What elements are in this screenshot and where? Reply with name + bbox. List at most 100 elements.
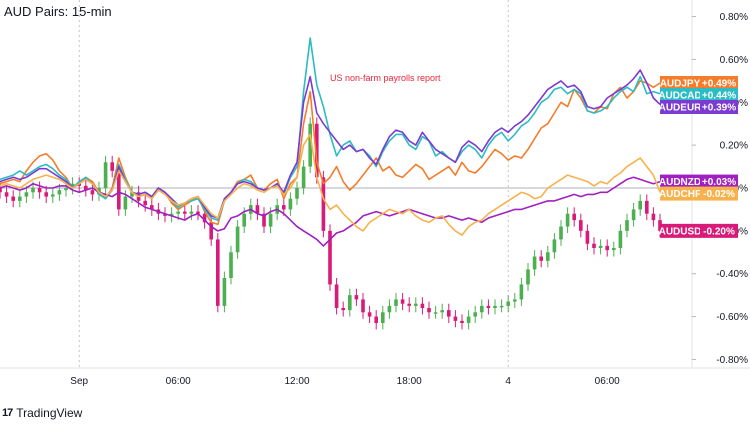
badge-value: -0.02% (703, 189, 735, 200)
candle-body (90, 190, 95, 195)
candle-body (182, 211, 187, 214)
badge-audusd[interactable]: AUDUSD -0.20% (659, 223, 738, 238)
candle-body (486, 305, 491, 308)
candle-body (143, 200, 148, 206)
y-tick-label: 0.20% (720, 141, 748, 152)
badge-value: +0.39% (702, 103, 736, 114)
candles-layer (0, 117, 662, 330)
badge-name-bg (660, 100, 700, 114)
candle-body (374, 316, 379, 323)
candle-body (242, 213, 247, 227)
candle-body (70, 183, 75, 188)
badge-value: -0.20% (703, 226, 735, 237)
badge-audcad[interactable]: AUDCAD +0.44% (658, 88, 738, 102)
y-tick-label: 0.60% (720, 55, 748, 66)
tradingview-footer[interactable]: 17 TradingView (2, 406, 82, 420)
candle-body (83, 185, 88, 191)
badge-audjpy[interactable]: AUDJPY +0.49% (660, 76, 738, 90)
candle-body (565, 213, 570, 227)
candle-body (361, 299, 365, 313)
candle-body (572, 213, 577, 221)
candle-body (532, 256, 537, 270)
x-tick-label: 18:00 (397, 376, 422, 387)
badge-value: +0.03% (702, 177, 736, 188)
candle-body (598, 245, 603, 248)
badge-name-bg (660, 76, 700, 90)
chart-title: AUD Pairs: 15-min (4, 4, 112, 19)
candle-body (644, 200, 649, 214)
candle-body (295, 188, 299, 199)
x-tick-label: 4 (505, 376, 511, 387)
candle-body (334, 284, 339, 308)
candle-body (341, 308, 346, 311)
badge-name: AUDCHF (659, 189, 701, 200)
badge-audeur[interactable]: AUDEUR +0.39% (659, 100, 738, 114)
candle-body (4, 192, 9, 197)
candle-body (314, 123, 319, 178)
badges-layer: AUDJPY +0.49%AUDCAD +0.44%AUDEUR +0.39% AUDN… (658, 76, 738, 238)
badge-value: +0.49% (702, 79, 736, 90)
candle-body (57, 190, 62, 195)
candle-body (440, 310, 445, 313)
candle-body (559, 226, 563, 240)
candle-body (512, 299, 517, 302)
candle-body (209, 222, 214, 240)
candle-body (123, 196, 128, 210)
candle-body (473, 312, 478, 317)
badge-name: AUDUSD (659, 226, 702, 237)
candle-body (281, 205, 286, 210)
candle-body (631, 209, 636, 221)
candle-body (268, 213, 273, 227)
candle-body (380, 312, 385, 323)
candle-body (539, 256, 544, 261)
candle-body (196, 211, 200, 214)
badge-name: AUDNZD (659, 177, 701, 188)
candle-body (446, 310, 451, 317)
candle-body (222, 278, 227, 306)
candle-body (202, 213, 207, 223)
badge-name-bg (660, 174, 700, 189)
candle-body (149, 205, 154, 210)
candle-body (453, 316, 458, 321)
candle-body (427, 308, 431, 313)
x-tick-label: Sep (70, 376, 88, 387)
candle-body (420, 303, 425, 308)
lines-layer (0, 37, 661, 247)
y-tick-label: 0.80% (720, 12, 748, 23)
x-tick-label: 06:00 (166, 376, 191, 387)
badge-value-bg (700, 100, 738, 114)
badge-name-bg (660, 88, 700, 102)
candle-body (526, 269, 530, 285)
tradingview-logo-icon: 17 (2, 407, 13, 419)
candle-body (163, 213, 167, 216)
candle-body (176, 211, 181, 214)
candle-body (552, 239, 557, 253)
candle-body (301, 166, 306, 188)
candle-body (11, 196, 16, 201)
badge-name: AUDJPY (660, 79, 701, 90)
badge-audchf[interactable]: AUDCHF -0.02% (659, 186, 738, 201)
candle-body (605, 245, 610, 251)
candle-body (169, 213, 174, 216)
candle-body (625, 220, 629, 231)
candle-body (519, 284, 524, 300)
candle-body (578, 220, 583, 231)
candle-body (31, 188, 35, 193)
candle-body (116, 170, 121, 210)
series-line-audjpy (0, 80, 661, 226)
badge-audnzd[interactable]: AUDNZD +0.03% (659, 174, 738, 189)
candle-body (262, 213, 266, 227)
candle-body (347, 295, 352, 311)
candle-body (17, 196, 22, 201)
candle-body (407, 303, 412, 306)
candle-body (545, 252, 550, 261)
badge-value: +0.44% (702, 91, 736, 102)
annotation-layer: US non-farm payrolls report (330, 73, 441, 83)
candle-body (506, 301, 511, 306)
candle-body (592, 243, 596, 248)
candle-body (255, 205, 260, 214)
badge-value-bg (700, 88, 738, 102)
badge-name-bg (660, 186, 700, 201)
candle-body (638, 200, 643, 210)
